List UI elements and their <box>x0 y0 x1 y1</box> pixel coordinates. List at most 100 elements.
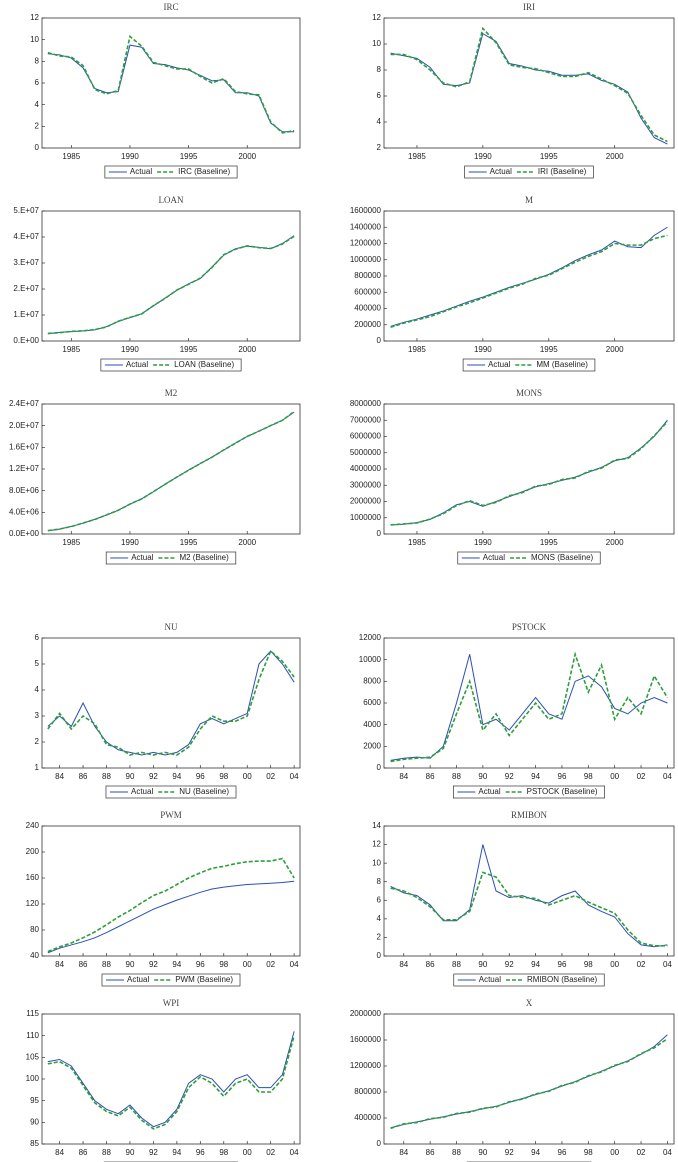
x-tick-label: 94 <box>531 1148 540 1157</box>
x-tick-label: 96 <box>558 960 567 969</box>
x-tick-label: 94 <box>172 1148 181 1157</box>
plot-frame <box>383 637 675 769</box>
series-line <box>47 649 295 756</box>
x-tick-label: 1985 <box>408 538 426 547</box>
legend-frame <box>100 358 242 372</box>
x-tick-label: 98 <box>219 1148 228 1157</box>
x-tick-label: 04 <box>290 1148 299 1157</box>
y-tick-label: 6000000 <box>350 432 382 441</box>
x-tick-label: 98 <box>219 960 228 969</box>
x-tick-label: 94 <box>172 772 181 781</box>
series-line <box>390 844 668 948</box>
y-tick-label: 0 <box>377 336 382 345</box>
y-tick-label: 200000 <box>354 320 381 329</box>
x-tick-label: 2000 <box>606 345 624 354</box>
x-tick-label: 1990 <box>121 538 139 547</box>
y-tick-label: 8 <box>35 56 40 65</box>
y-tick-label: 2000000 <box>350 497 382 506</box>
x-tick-label: 96 <box>558 772 567 781</box>
y-tick-label: 4000 <box>363 720 381 729</box>
y-tick-label: 6000 <box>363 698 381 707</box>
legend-label: PWM (Baseline) <box>175 975 233 984</box>
x-tick-label: 1995 <box>540 152 558 161</box>
y-tick-label: 4.E+07 <box>13 232 39 241</box>
legend-label: Actual <box>131 553 153 562</box>
legend-label: PSTOCK (Baseline) <box>527 787 598 796</box>
chart-panel: IRC 0 2 4 6 8 10 12 1985 1990 1995 2000 Actual IRC (B… <box>30 2 301 179</box>
legend-label: M2 (Baseline) <box>179 553 229 562</box>
chart-title: IRI <box>523 2 535 12</box>
y-tick-label: 2 <box>35 121 40 130</box>
legend-label: Actual <box>130 167 152 176</box>
chart-title: PWM <box>160 810 182 820</box>
y-tick-label: 12 <box>372 13 381 22</box>
legend-label: IRC (Baseline) <box>178 167 230 176</box>
y-tick-label: 95 <box>30 1096 39 1105</box>
x-tick-label: 96 <box>196 772 205 781</box>
y-tick-label: 5000000 <box>350 448 382 457</box>
x-tick-label: 2000 <box>238 152 256 161</box>
legend-frame <box>462 358 596 372</box>
x-tick-label: 1990 <box>121 152 139 161</box>
y-tick-label: 14 <box>372 821 381 830</box>
plot-frame <box>383 1013 675 1145</box>
y-tick-label: 8.0E+06 <box>9 486 40 495</box>
plot-frame <box>41 637 301 769</box>
y-tick-label: 4 <box>35 685 40 694</box>
chart-title: NU <box>165 622 178 632</box>
legend-frame <box>453 785 605 799</box>
y-tick-label: 5.E+07 <box>13 206 39 215</box>
x-tick-label: 96 <box>558 1148 567 1157</box>
legend-frame <box>453 973 605 987</box>
x-tick-label: 04 <box>663 772 672 781</box>
x-tick-label: 90 <box>478 960 487 969</box>
y-tick-label: 240 <box>26 821 40 830</box>
y-tick-label: 40 <box>30 951 39 960</box>
legend-label: Actual <box>126 360 148 369</box>
legend: Actual M2 (Baseline) <box>105 551 237 565</box>
y-tick-label: 1.2E+07 <box>9 464 40 473</box>
x-tick-label: 00 <box>610 960 619 969</box>
y-tick-label: 80 <box>30 925 39 934</box>
y-tick-label: 3000000 <box>350 480 382 489</box>
x-tick-label: 00 <box>243 772 252 781</box>
x-tick-label: 88 <box>452 1148 461 1157</box>
plot-frame <box>41 403 301 535</box>
x-tick-label: 86 <box>426 772 435 781</box>
x-tick-label: 02 <box>637 1148 646 1157</box>
x-tick-label: 00 <box>610 1148 619 1157</box>
x-tick-label: 2000 <box>238 538 256 547</box>
x-tick-label: 98 <box>584 1148 593 1157</box>
chart-title: IRC <box>163 2 178 12</box>
y-tick-label: 160 <box>26 873 40 882</box>
legend-frame <box>464 165 594 179</box>
series-line <box>47 34 295 134</box>
y-tick-label: 2000000 <box>350 1009 382 1018</box>
y-tick-label: 0 <box>377 529 382 538</box>
chart-panel: WPI 85 90 95 100 105 110 115 84 86 88 90 92 94 96 98 00 0… <box>26 998 301 1162</box>
y-tick-label: 1.6E+07 <box>9 442 40 451</box>
x-tick-label: 96 <box>196 960 205 969</box>
y-tick-label: 2000 <box>363 741 381 750</box>
y-tick-label: 1000000 <box>350 255 382 264</box>
y-tick-label: 0 <box>377 763 382 772</box>
legend-frame <box>457 551 601 565</box>
x-tick-label: 94 <box>531 772 540 781</box>
y-tick-label: 6 <box>377 91 382 100</box>
legend: Actual MONS (Baseline) <box>457 551 601 565</box>
series-line <box>390 1038 668 1130</box>
x-tick-label: 88 <box>452 772 461 781</box>
chart-title: MONS <box>516 388 542 398</box>
plot-frame <box>41 1013 301 1145</box>
legend-label: MONS (Baseline) <box>531 553 594 562</box>
y-tick-label: 4000000 <box>350 464 382 473</box>
x-tick-label: 84 <box>55 1148 64 1157</box>
y-tick-label: 800000 <box>354 271 381 280</box>
chart-panel: MONS 0 1000000 2000000 3000000 4000000 5000000… <box>350 388 675 565</box>
legend-frame <box>101 973 241 987</box>
x-tick-label: 1995 <box>180 152 198 161</box>
y-tick-label: 4.0E+06 <box>9 507 40 516</box>
y-tick-label: 0.0E+00 <box>9 529 40 538</box>
